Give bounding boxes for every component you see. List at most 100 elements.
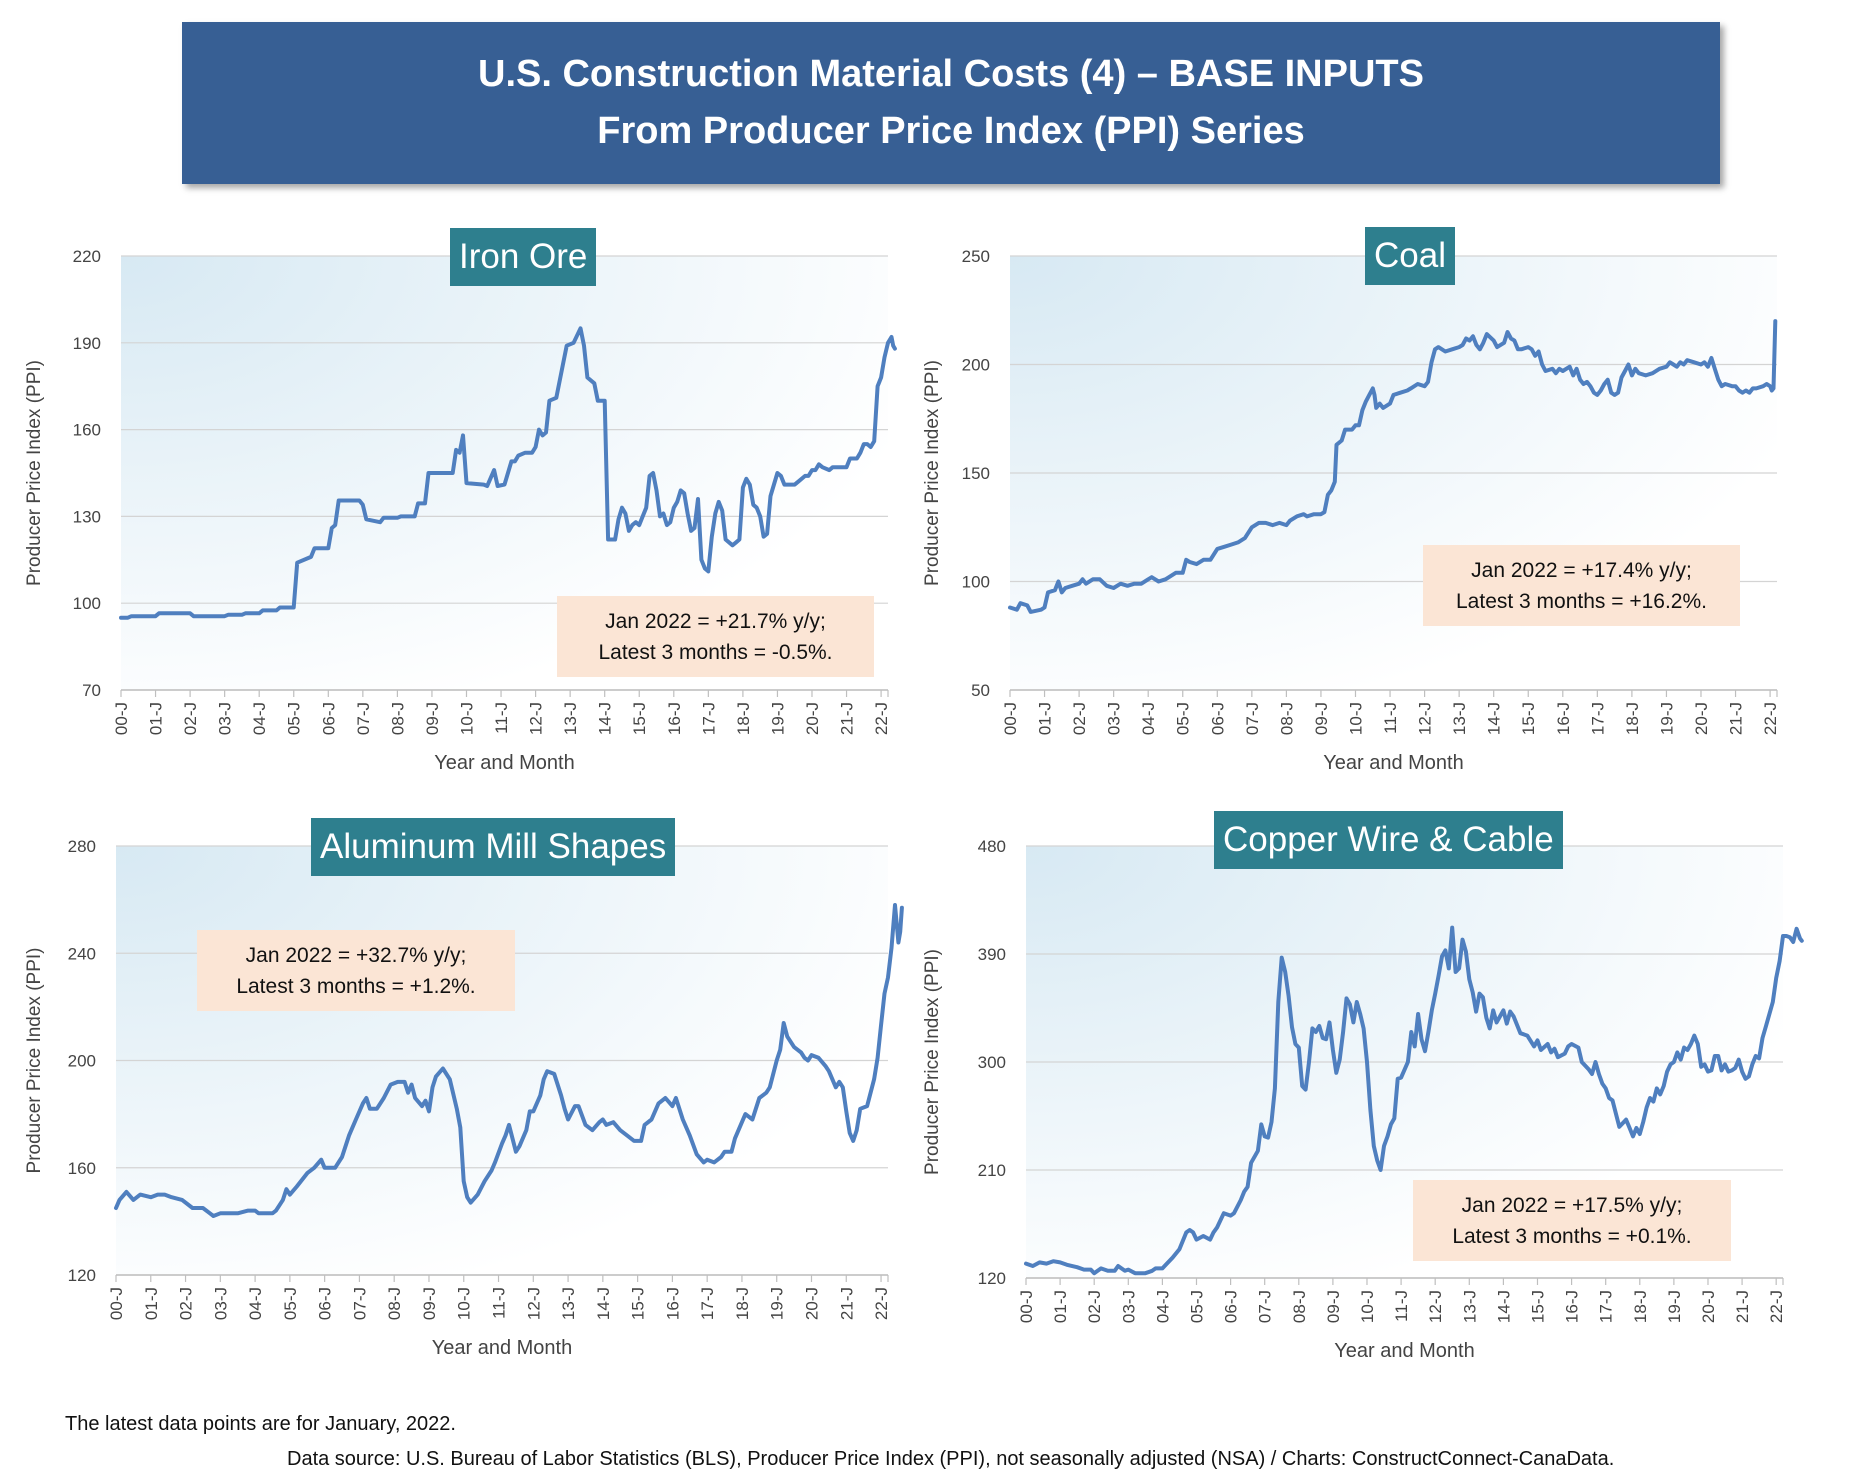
iron-ore-x-tick-label: 07-J <box>354 702 373 735</box>
copper-x-tick-label: 15-J <box>1528 1290 1547 1323</box>
aluminum-x-tick-label: 03-J <box>211 1287 230 1320</box>
copper-annotation: Jan 2022 = +17.5% y/y; Latest 3 months =… <box>1413 1180 1731 1261</box>
aluminum-x-tick-label: 16-J <box>663 1287 682 1320</box>
aluminum-x-tick-label: 19-J <box>768 1287 787 1320</box>
aluminum-y-tick-label: 160 <box>68 1159 96 1178</box>
copper-x-tick-label: 20-J <box>1699 1290 1718 1323</box>
coal-x-tick-label: 15-J <box>1519 702 1538 735</box>
copper-x-tick-label: 19-J <box>1665 1290 1684 1323</box>
coal-x-tick-label: 03-J <box>1105 702 1124 735</box>
coal-x-tick-label: 22-J <box>1761 702 1780 735</box>
iron-ore-annotation-line2: Latest 3 months = -0.5%. <box>598 640 833 664</box>
iron-ore-y-tick-label: 70 <box>82 681 101 700</box>
coal-y-tick-label: 200 <box>962 356 990 375</box>
coal-x-tick-label: 19-J <box>1657 702 1676 735</box>
copper-y-tick-label: 480 <box>978 837 1006 856</box>
aluminum-x-axis-title: Year and Month <box>432 1337 572 1359</box>
coal-y-axis-title: Producer Price Index (PPI) <box>922 360 943 586</box>
iron-ore-annotation-line1: Jan 2022 = +21.7% y/y; <box>605 609 826 633</box>
copper-x-tick-label: 14-J <box>1494 1290 1513 1323</box>
aluminum-x-tick-label: 04-J <box>246 1287 265 1320</box>
iron-ore-y-tick-label: 220 <box>73 247 101 266</box>
copper-x-tick-label: 11-J <box>1392 1290 1411 1322</box>
coal-x-tick-label: 16-J <box>1554 702 1573 735</box>
copper-x-tick-label: 06-J <box>1222 1290 1241 1323</box>
aluminum-series-line <box>114 903 904 1218</box>
footer-note: The latest data points are for January, … <box>65 1413 456 1435</box>
coal-annotation-line2: Latest 3 months = +16.2%. <box>1456 589 1707 613</box>
copper-y-tick-label: 120 <box>978 1269 1006 1288</box>
aluminum-x-tick-label: 00-J <box>107 1287 126 1320</box>
iron-ore-x-tick-label: 21-J <box>838 702 857 735</box>
aluminum-x-tick-label: 10-J <box>455 1287 474 1320</box>
coal-x-tick-label: 00-J <box>1001 702 1020 735</box>
iron-ore-x-tick-label: 00-J <box>112 702 131 735</box>
coal-y-tick-label: 100 <box>962 573 990 592</box>
copper-x-tick-label: 09-J <box>1324 1290 1343 1323</box>
coal-x-tick-label: 09-J <box>1312 702 1331 735</box>
copper-x-tick-label: 10-J <box>1358 1290 1377 1323</box>
copper-x-tick-label: 00-J <box>1017 1290 1036 1323</box>
iron-ore-x-tick-label: 18-J <box>734 702 753 735</box>
copper-x-tick-label: 03-J <box>1119 1290 1138 1323</box>
aluminum-mill-shapes-chart: 120 160 200 240 280 00-J 01-J 02-J 03-J 04-J 05-J 0… <box>24 837 904 1359</box>
aluminum-annotation-line2: Latest 3 months = +1.2%. <box>236 974 476 998</box>
iron-ore-y-tick-label: 190 <box>73 334 101 353</box>
iron-ore-series-line <box>119 326 897 620</box>
aluminum-mill-shapes-title: Aluminum Mill Shapes <box>311 818 676 876</box>
iron-ore-x-tick-label: 15-J <box>630 702 649 735</box>
aluminum-x-tick-label: 07-J <box>350 1287 369 1320</box>
aluminum-x-tick-label: 13-J <box>559 1287 578 1320</box>
coal-x-tick-label: 04-J <box>1139 702 1158 735</box>
header-title-line2: From Producer Price Index (PPI) Series <box>597 110 1305 152</box>
aluminum-x-tick-label: 20-J <box>802 1287 821 1320</box>
coal-x-tick-label: 14-J <box>1485 702 1504 735</box>
iron-ore-x-tick-label: 17-J <box>699 702 718 735</box>
coal-chart: 50 100 150 200 250 00-J 01-J 02-J 03-J 04-J 05-J 06… <box>922 247 1780 774</box>
iron-ore-x-tick-label: 05-J <box>285 702 304 735</box>
aluminum-x-tick-label: 18-J <box>733 1287 752 1320</box>
aluminum-x-tick-label: 08-J <box>385 1287 404 1320</box>
copper-wire-cable-chart: 120 210 300 390 480 00-J 01-J 02-J 03-J 04-J 05-J 0… <box>922 837 1804 1362</box>
iron-ore-x-tick-label: 04-J <box>250 702 269 735</box>
header-banner: U.S. Construction Material Costs (4) – B… <box>182 22 1720 184</box>
aluminum-annotation-line1: Jan 2022 = +32.7% y/y; <box>245 943 467 967</box>
iron-ore-x-tick-label: 20-J <box>803 702 822 735</box>
coal-y-tick-label: 50 <box>971 681 990 700</box>
aluminum-x-tick-label: 17-J <box>698 1287 717 1320</box>
iron-ore-x-axis-title: Year and Month <box>434 752 574 774</box>
copper-x-tick-label: 18-J <box>1631 1290 1650 1323</box>
header-title-line1: U.S. Construction Material Costs (4) – B… <box>478 53 1424 95</box>
copper-y-tick-label: 210 <box>978 1161 1006 1180</box>
copper-x-tick-label: 17-J <box>1597 1290 1616 1323</box>
copper-x-axis-title: Year and Month <box>1334 1340 1474 1362</box>
coal-x-tick-label: 20-J <box>1692 702 1711 735</box>
iron-ore-chart: 70 100 130 160 190 220 00-J 01-J 02-J 03-J 04-J 05-… <box>24 247 897 774</box>
iron-ore-y-tick-label: 100 <box>73 594 101 613</box>
iron-ore-x-tick-label: 14-J <box>596 702 615 735</box>
aluminum-x-tick-label: 14-J <box>594 1287 613 1320</box>
iron-ore-y-tick-label: 160 <box>73 421 101 440</box>
aluminum-x-tick-label: 22-J <box>872 1287 891 1320</box>
iron-ore-x-tick-label: 22-J <box>872 702 891 735</box>
aluminum-y-tick-label: 240 <box>68 944 96 963</box>
coal-x-tick-label: 06-J <box>1208 702 1227 735</box>
aluminum-y-axis-title: Producer Price Index (PPI) <box>24 948 45 1174</box>
aluminum-y-tick-label: 200 <box>68 1052 96 1071</box>
iron-ore-x-tick-label: 06-J <box>319 702 338 735</box>
aluminum-x-tick-label: 21-J <box>837 1287 856 1320</box>
coal-x-tick-label: 05-J <box>1174 702 1193 735</box>
copper-y-tick-label: 390 <box>978 945 1006 964</box>
aluminum-x-tick-label: 02-J <box>177 1287 196 1320</box>
copper-annotation-line1: Jan 2022 = +17.5% y/y; <box>1461 1193 1683 1217</box>
copper-annotation-line2: Latest 3 months = +0.1%. <box>1452 1224 1692 1248</box>
iron-ore-x-tick-label: 16-J <box>665 702 684 735</box>
copper-series-line <box>1024 925 1804 1276</box>
coal-x-tick-label: 11-J <box>1381 702 1400 734</box>
copper-x-tick-label: 01-J <box>1051 1290 1070 1323</box>
iron-ore-x-tick-label: 11-J <box>492 702 511 734</box>
coal-x-tick-label: 21-J <box>1727 702 1746 735</box>
iron-ore-annotation: Jan 2022 = +21.7% y/y; Latest 3 months =… <box>557 596 874 677</box>
coal-title: Coal <box>1365 227 1455 285</box>
copper-x-tick-label: 21-J <box>1733 1290 1752 1323</box>
